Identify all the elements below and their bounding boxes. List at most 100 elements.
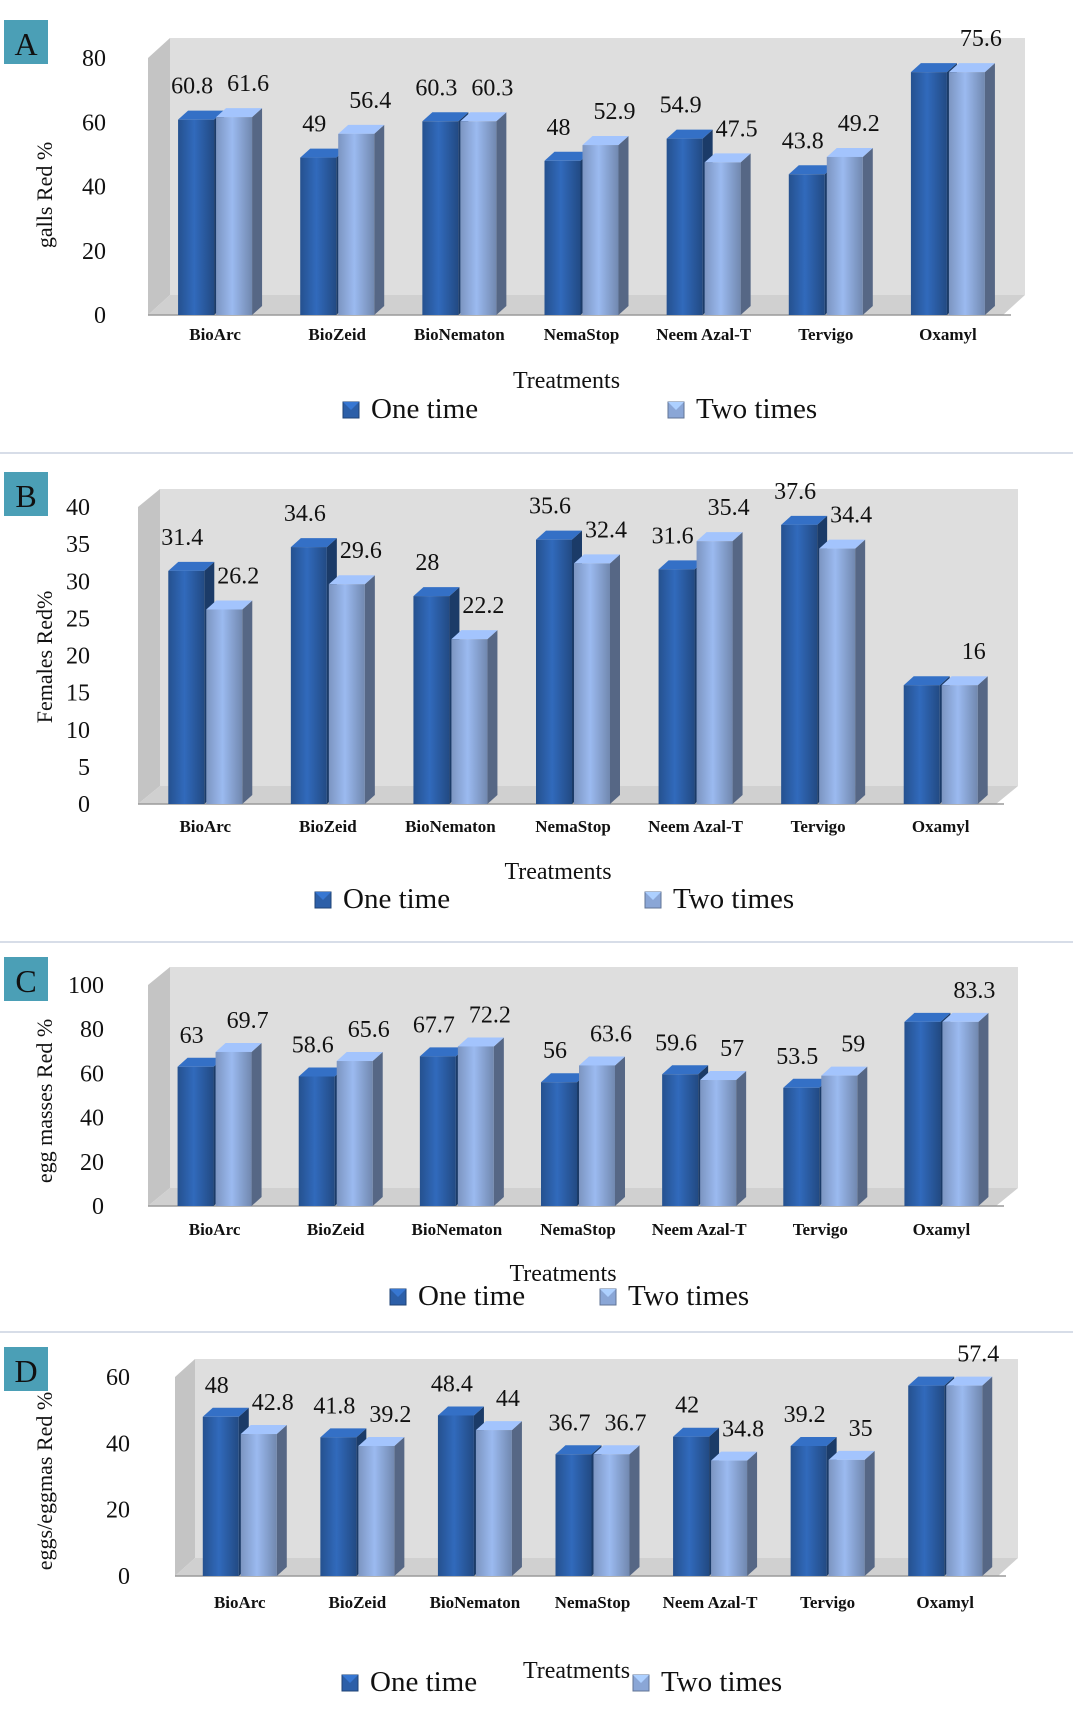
bar-c-two-times-4 [700, 1071, 747, 1206]
data-label: 44 [496, 1386, 520, 1412]
y-tick-label: 0 [94, 303, 106, 329]
x-tick-label: Oxamyl [919, 325, 977, 344]
data-label: 59.6 [655, 1030, 697, 1056]
legend-two-times: Two times [667, 393, 817, 425]
data-label: 49.2 [838, 111, 880, 137]
bar-a-two-times-6 [948, 63, 995, 316]
data-label: 31.4 [161, 525, 203, 551]
y-tick-label: 10 [66, 718, 90, 744]
data-label: 43.8 [782, 128, 824, 154]
bar-d-two-times-5 [828, 1450, 875, 1576]
x-tick-label: NemaStop [544, 325, 620, 344]
bar-d-two-times-0 [240, 1425, 287, 1576]
x-tick-label: Tervigo [793, 1220, 848, 1239]
bar-b-two-times-3 [574, 554, 620, 804]
bar-c-two-times-5 [821, 1066, 868, 1206]
svg-text:Two times: Two times [673, 883, 794, 915]
y-tick-label: 100 [68, 973, 104, 999]
y-tick-label: 80 [80, 1017, 104, 1043]
data-label: 56.4 [349, 88, 391, 114]
bar-b-two-times-2 [451, 630, 498, 804]
chart-svg-a: 0 20 40 60 80 galls Red % 60.8 61.6 BioArc 49 56.4… [4, 20, 1025, 425]
x-tick-label: NemaStop [540, 1220, 616, 1239]
y-tick-label: 40 [80, 1106, 104, 1132]
data-label: 31.6 [652, 523, 694, 549]
data-label: 56 [543, 1038, 567, 1064]
y-tick-label: 25 [66, 606, 90, 632]
bar-a-two-times-5 [826, 147, 873, 315]
data-label: 48 [205, 1373, 229, 1399]
y-tick-label: 35 [66, 532, 90, 558]
data-label: 83.3 [953, 978, 995, 1004]
plot-side-wall [148, 38, 170, 315]
bar-a-two-times-1 [338, 124, 385, 315]
x-tick-label: BioNematon [414, 325, 505, 344]
chart-svg-d: 0 20 40 60 eggs/eggmas Red % 48 42.8 BioArc 41.8… [4, 1342, 1018, 1698]
y-tick-label: 20 [66, 644, 90, 670]
x-tick-label: Neem Azal-T [648, 817, 744, 836]
bar-c-two-times-6 [942, 1012, 989, 1206]
x-tick-label: Oxamyl [916, 1593, 974, 1612]
x-tick-label: BioArc [189, 325, 241, 344]
bar-c-two-times-2 [457, 1037, 504, 1206]
svg-text:One time: One time [418, 1280, 525, 1312]
svg-text:A: A [14, 26, 37, 62]
x-tick-label: Tervigo [791, 817, 846, 836]
data-label: 48.4 [431, 1371, 473, 1397]
x-tick-label: BioZeid [329, 1593, 387, 1612]
bar-a-two-times-0 [216, 108, 263, 315]
panel-letter-b: B [4, 472, 48, 516]
bar-c-two-times-3 [579, 1056, 625, 1206]
data-label: 52.9 [594, 99, 636, 125]
y-axis-title: galls Red % [32, 142, 57, 248]
bar-c-two-times-1 [336, 1052, 383, 1206]
y-tick-label: 40 [66, 495, 90, 521]
svg-text:B: B [15, 478, 36, 514]
legend-one-time: One time [341, 1666, 477, 1698]
plot-side-wall [138, 489, 160, 804]
y-tick-label: 0 [92, 1194, 104, 1220]
y-axis-title: eggs/eggmas Red % [32, 1392, 57, 1570]
x-axis-title: Treatments [509, 1261, 616, 1287]
data-label: 57 [720, 1036, 744, 1062]
data-label: 34.6 [284, 501, 326, 527]
data-label: 37.6 [774, 479, 816, 505]
data-label: 69.7 [227, 1008, 269, 1034]
data-label: 35.6 [529, 494, 571, 520]
panel-letter-a: A [4, 20, 48, 64]
data-label: 60.3 [471, 75, 513, 101]
data-label: 54.9 [660, 93, 702, 119]
data-label: 49 [302, 112, 326, 138]
data-label: 35 [849, 1416, 873, 1442]
x-tick-label: NemaStop [555, 1593, 631, 1612]
svg-text:C: C [15, 963, 36, 999]
panel-letter-d: D [4, 1347, 48, 1391]
chart-panel-a: 0 20 40 60 80 galls Red % 60.8 61.6 BioArc 49 56.4… [0, 0, 1073, 452]
data-label: 26.2 [217, 563, 259, 589]
bar-b-two-times-1 [328, 575, 375, 804]
data-label: 16 [962, 639, 986, 665]
data-label: 75.6 [960, 26, 1002, 52]
data-label: 41.8 [313, 1393, 355, 1419]
y-tick-label: 15 [66, 681, 90, 707]
y-axis-title: egg masses Red % [32, 1019, 57, 1183]
x-axis-title: Treatments [504, 859, 611, 885]
data-label: 34.4 [830, 503, 872, 529]
legend-one-time: One time [314, 883, 450, 915]
bar-d-two-times-4 [711, 1451, 758, 1576]
y-tick-label: 5 [78, 755, 90, 781]
x-tick-label: BioArc [214, 1593, 266, 1612]
x-axis-title: Treatments [523, 1658, 630, 1684]
data-label: 39.2 [784, 1402, 826, 1428]
y-tick-label: 60 [80, 1061, 104, 1087]
data-label: 36.7 [605, 1410, 647, 1436]
x-tick-label: BioZeid [299, 817, 357, 836]
x-axis-title: Treatments [513, 368, 620, 394]
data-label: 42.8 [252, 1390, 294, 1416]
legend-two-times: Two times [632, 1666, 782, 1698]
data-label: 63 [180, 1023, 204, 1049]
bar-d-two-times-6 [946, 1376, 993, 1576]
panel-separator [0, 452, 1073, 454]
bar-a-two-times-2 [460, 112, 507, 315]
panel-separator [0, 941, 1073, 943]
